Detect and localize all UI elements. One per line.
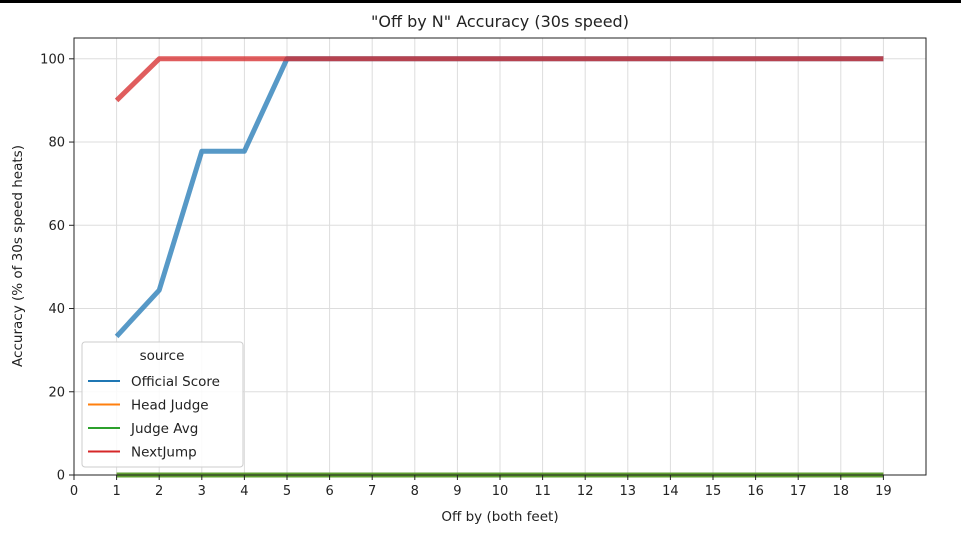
x-tick-label: 3 [198,484,206,499]
legend-entries: Official Score Head Judge Judge Avg NextJum… [88,374,220,461]
x-tick-label: 11 [534,484,551,499]
y-tick-label: 20 [48,385,65,400]
x-tick-label: 9 [453,484,461,499]
y-tick-label: 60 [48,219,65,234]
x-tick-label: 15 [705,484,722,499]
x-tick-label: 13 [620,484,637,499]
x-tick-label: 2 [155,484,163,499]
legend-label-nextjump: NextJump [131,445,197,461]
y-axis-label: Accuracy (% of 30s speed heats) [10,145,26,367]
x-tick-label: 4 [240,484,248,499]
legend-label-judge-avg: Judge Avg [130,421,198,437]
x-tick-label: 17 [790,484,807,499]
x-tick-label: 16 [747,484,764,499]
legend-title: source [140,348,185,364]
x-tick-label: 8 [411,484,419,499]
y-tick-label: 0 [57,469,65,484]
x-tick-label: 7 [368,484,376,499]
x-tick-label: 14 [662,484,679,499]
x-tick-label: 0 [70,484,78,499]
y-tick-label: 40 [48,302,65,317]
legend-label-official-score: Official Score [131,374,220,390]
y-tick-label: 100 [40,52,65,67]
x-tick-label: 5 [283,484,291,499]
top-border [0,0,961,3]
x-tick-label: 10 [492,484,509,499]
y-axis-ticks: 0 20 40 60 80 100 [40,52,74,484]
legend-box [81,341,244,468]
x-axis-label: Off by (both feet) [441,509,558,525]
y-tick-label: 80 [48,136,65,151]
legend: source Official Score Head Judge Judge Avg… [81,341,244,468]
x-axis-ticks: 0 1 2 3 4 5 6 7 8 9 10 11 12 13 14 15 16 17 18 19 [70,475,892,499]
x-tick-label: 1 [112,484,120,499]
x-tick-label: 18 [833,484,850,499]
x-tick-label: 12 [577,484,594,499]
x-tick-label: 6 [325,484,333,499]
chart-title: "Off by N" Accuracy (30s speed) [371,12,629,31]
x-tick-label: 19 [875,484,892,499]
series-line-nextjump [114,56,884,103]
legend-label-head-judge: Head Judge [131,398,209,414]
